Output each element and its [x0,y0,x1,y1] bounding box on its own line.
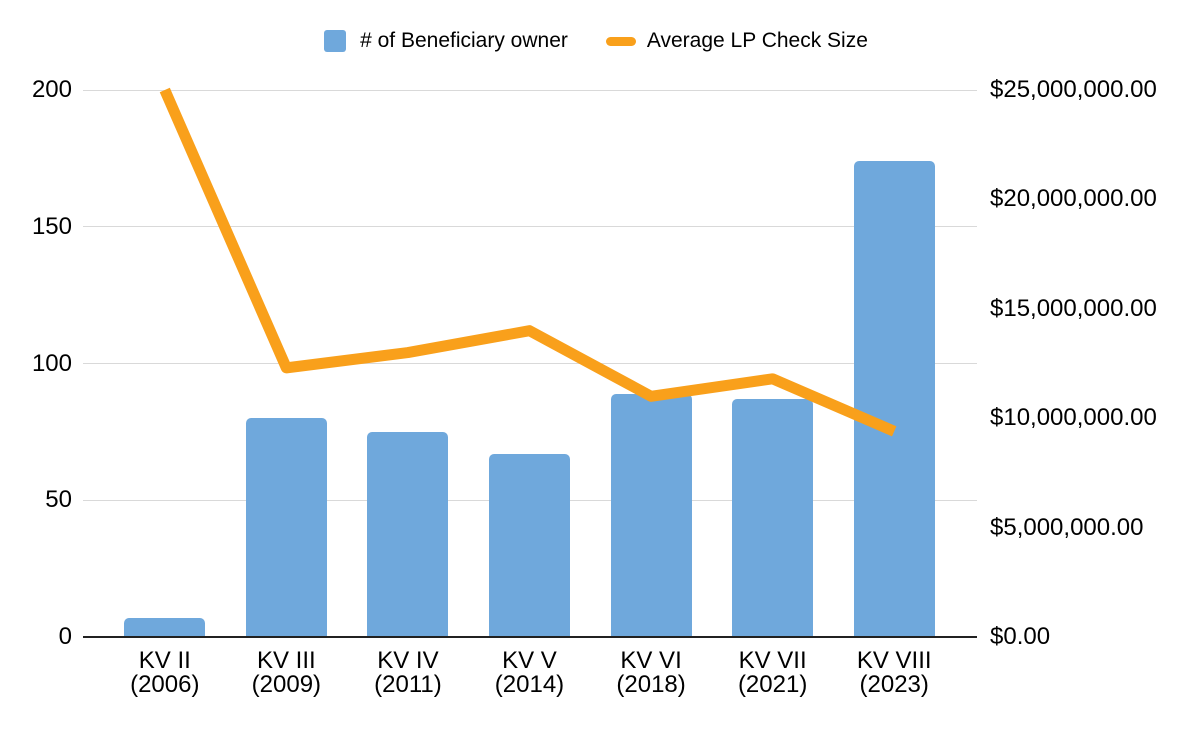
category-year-label: (2009) [251,671,322,698]
x-axis-category-label: KV VII (2021) [712,649,834,697]
line-series-swatch-icon [605,36,636,46]
gridline [83,89,977,91]
right-axis-tick-label: $20,000,000.00 [990,185,1157,213]
category-fund-label: KV III [257,647,316,674]
category-fund-label: KV II [138,647,191,674]
x-axis-line [83,636,977,638]
left-axis-tick-label: 100 [31,349,72,377]
left-axis-tick-label: 200 [31,76,72,103]
right-axis-tick-label: $0.00 [990,623,1051,650]
x-axis-category-label: KV VI (2018) [590,649,712,697]
x-axis-category-label: KV V (2014) [469,649,591,697]
bar-series-swatch-icon [324,30,347,52]
legend-item-avg-lp-check-size: Average LP Check Size [605,29,868,53]
legend-item-beneficiary-owner: # of Beneficiary owner [324,29,568,53]
right-axis-tick-label: $15,000,000.00 [990,294,1157,322]
x-axis-category-label: KV IV (2011) [347,649,469,697]
left-axis-tick-label: 0 [58,623,72,650]
category-fund-label: KV VIII [856,647,932,674]
x-axis-category-label: KV II (2006) [104,649,226,697]
category-fund-label: KV IV [377,647,439,674]
category-year-label: (2021) [737,671,808,698]
left-axis-tick-label: 150 [31,212,72,240]
legend-label-beneficiary-owner: # of Beneficiary owner [360,29,568,52]
category-year-label: (2018) [616,671,686,698]
legend-label-avg-lp-check-size: Average LP Check Size [646,29,868,52]
average-lp-check-size-polyline [159,87,897,437]
category-fund-label: KV VI [620,647,682,674]
left-axis-tick-label: 50 [45,486,72,514]
category-fund-label: KV VII [738,647,807,674]
gridline [83,363,977,364]
gridline [83,226,977,228]
category-fund-label: KV V [502,647,557,674]
right-axis-tick-label: $10,000,000.00 [990,404,1157,432]
category-year-label: (2011) [374,671,442,698]
chart-legend: # of Beneficiary owner Average LP Check … [0,26,1192,56]
bar-kv-vii [732,399,814,637]
right-axis-tick-label: $5,000,000.00 [990,513,1144,541]
right-axis-tick-label: $25,000,000.00 [990,76,1157,103]
bar-kv-vi [610,393,692,637]
bar-kv-ii [124,617,206,637]
bar-kv-viii [853,161,935,637]
bar-kv-iv [367,431,449,637]
x-axis-category-label: KV III (2009) [226,649,348,697]
bar-kv-v [489,453,570,637]
bar-kv-iii [245,418,327,637]
x-axis-category-label: KV VIII (2023) [833,649,955,697]
category-year-label: (2006) [130,671,200,698]
category-year-label: (2023) [859,671,929,698]
category-year-label: (2014) [494,671,565,698]
